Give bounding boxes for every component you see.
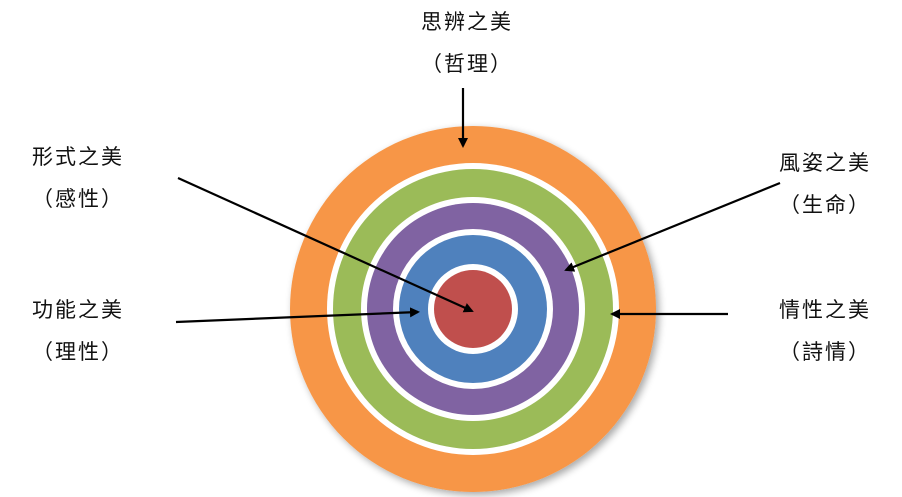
label-right-upper-title: 風姿之美 — [779, 151, 871, 175]
label-right-upper: 風姿之美 （生命） — [750, 142, 900, 226]
label-left-upper-sub: （感性） — [32, 187, 124, 211]
label-right-upper-sub: （生命） — [779, 193, 871, 217]
label-left-lower-sub: （理性） — [32, 340, 124, 364]
arrow-left-lower — [175, 307, 420, 324]
label-right-lower-title: 情性之美 — [779, 298, 871, 322]
label-left-lower: 功能之美 （理性） — [3, 289, 153, 373]
label-left-upper-title: 形式之美 — [32, 145, 124, 169]
label-right-lower: 情性之美 （詩情） — [750, 289, 900, 373]
label-top: 思辨之美 （哲理） — [392, 1, 542, 85]
ring-center-red — [434, 270, 512, 348]
label-left-lower-title: 功能之美 — [32, 298, 124, 322]
rings — [290, 126, 656, 492]
label-left-upper: 形式之美 （感性） — [3, 136, 153, 220]
arrows — [175, 88, 781, 324]
arrow-right-upper — [564, 181, 781, 272]
arrow-left-upper — [177, 176, 474, 313]
label-top-sub: （哲理） — [421, 52, 513, 76]
label-right-lower-sub: （詩情） — [779, 340, 871, 364]
label-top-title: 思辨之美 — [421, 10, 513, 34]
